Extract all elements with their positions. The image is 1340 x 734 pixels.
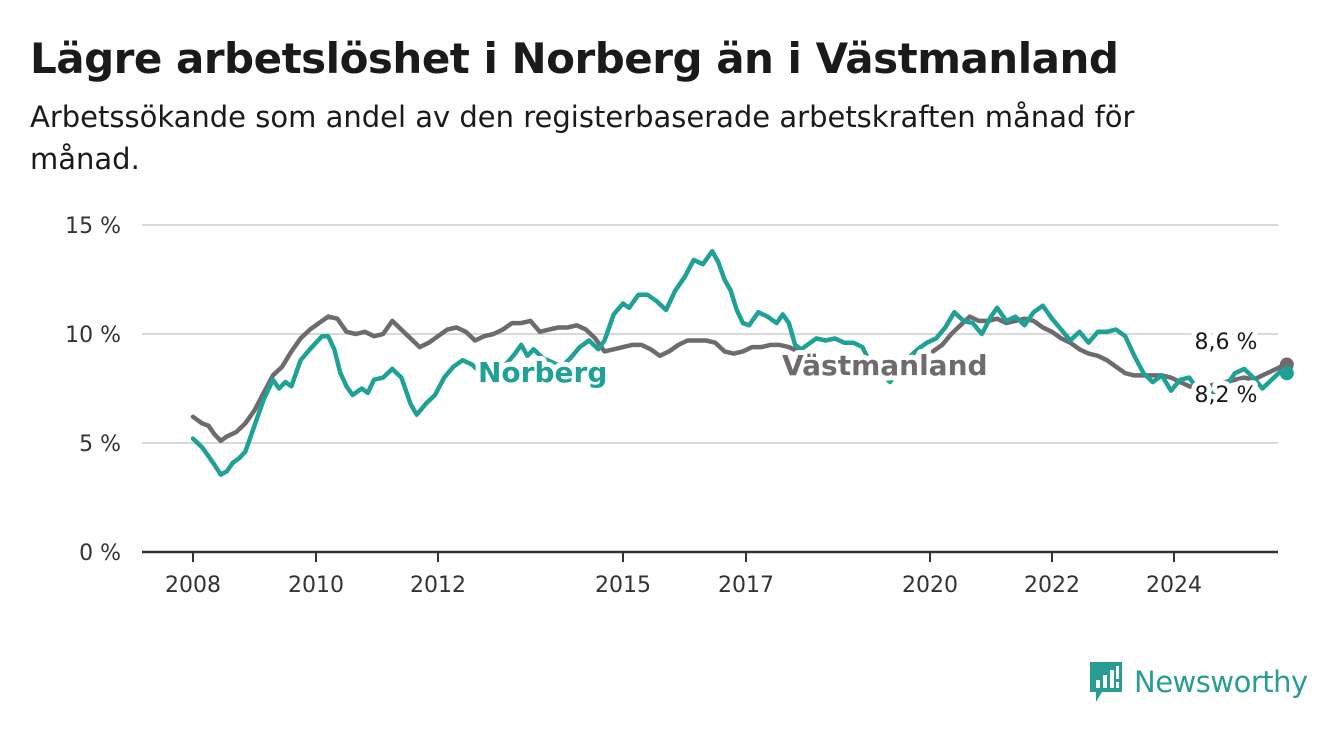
chart-subtitle: Arbetssökande som andel av den registerb… — [30, 100, 1135, 176]
y-tick-label: 5 % — [79, 432, 121, 457]
series-line-vastmanland — [190, 314, 810, 444]
chart-title: Lägre arbetslöshet i Norberg än i Västma… — [30, 34, 1119, 83]
x-tick-label: 2022 — [1024, 573, 1080, 598]
x-tick-label: 2015 — [595, 573, 651, 598]
series-label-norberg-halo: Norberg — [478, 356, 607, 389]
end-label-norberg-halo: 8,2 % — [1195, 383, 1258, 408]
x-tick-label: 2008 — [165, 573, 221, 598]
series-line-norberg — [190, 248, 1290, 477]
end-label-norberg: 8,2 % — [1195, 383, 1258, 408]
y-tick-label: 15 % — [65, 214, 121, 239]
series-label-vastmanland-halo: Västmanland — [782, 349, 988, 382]
x-tick-label: 2024 — [1146, 573, 1202, 598]
gridlines — [142, 224, 1278, 444]
brand: Newsworthy — [1088, 660, 1308, 704]
series-label-norberg: Norberg — [478, 356, 607, 389]
series-label-vastmanland: Västmanland — [782, 349, 988, 382]
series-lines — [190, 248, 1294, 477]
x-axis: 2008 2010 2012 2015 2017 2020 2022 2024 — [142, 550, 1278, 598]
end-point-norberg — [1279, 366, 1294, 381]
x-tick-label: 2017 — [718, 573, 774, 598]
end-label-vastmanland: 8,6 % — [1195, 330, 1258, 355]
x-tick-label: 2020 — [902, 573, 958, 598]
x-tick-label: 2010 — [288, 573, 344, 598]
end-label-vastmanland-halo: 8,6 % — [1195, 330, 1258, 355]
y-tick-label: 10 % — [65, 323, 121, 348]
y-axis: 0 % 5 % 10 % 15 % — [65, 214, 121, 566]
y-tick-label: 0 % — [79, 541, 121, 566]
brand-name: Newsworthy — [1134, 665, 1308, 699]
x-tick-label: 2012 — [410, 573, 466, 598]
newsworthy-logo-icon — [1090, 662, 1122, 702]
